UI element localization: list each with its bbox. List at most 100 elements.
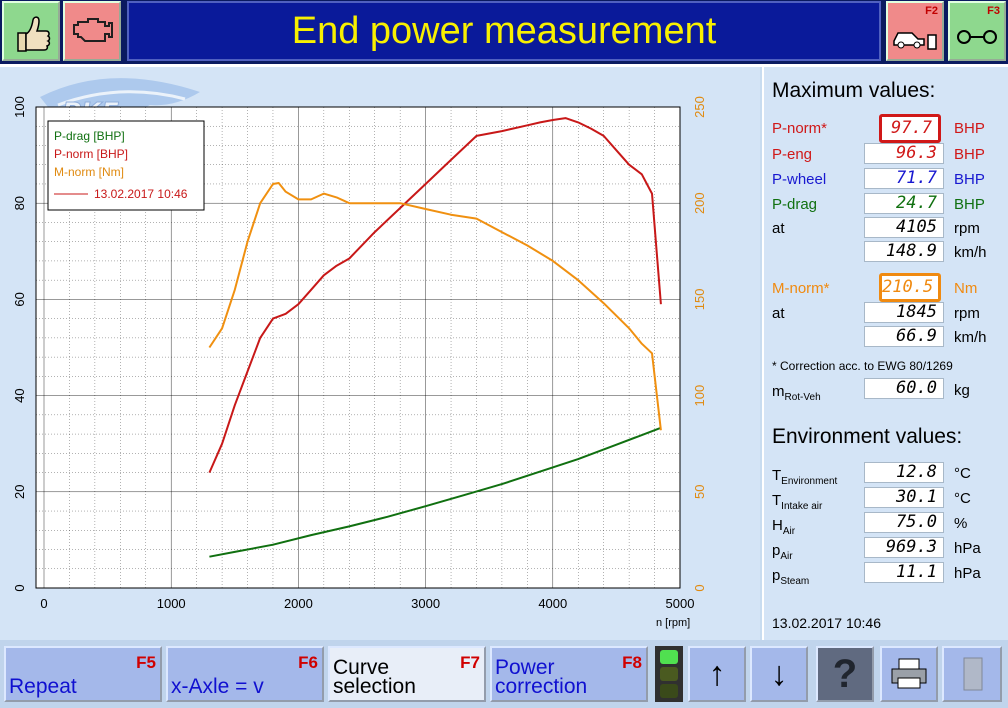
p-wheel-label: P-wheel [772,171,826,188]
x-tick-label: 2000 [284,596,313,611]
environment-values-title: Environment values: [772,425,962,449]
m-norm-unit: Nm [954,280,977,297]
m-rot-unit: kg [954,382,970,399]
engine-icon [65,3,119,59]
chart-legend: P-drag [BHP] P-norm [BHP] M-norm [Nm] 13… [48,121,204,210]
f3-rollers-button[interactable]: F3 [948,1,1006,61]
help-button[interactable]: ? [816,646,874,702]
intake-temp-unit: °C [954,490,971,507]
torque-speed-unit: km/h [954,329,987,346]
f2-brake-button[interactable]: F2 [886,1,944,61]
y-left-tick-label: 0 [12,584,27,591]
y-left-tick-label: 40 [12,388,27,402]
intake-temp-value: 30.1 [864,487,944,508]
p-eng-unit: BHP [954,146,985,163]
power-correction-button[interactable]: F8 Power correction [490,646,648,702]
torque-rpm-value: 1845 [864,302,944,323]
y-left-tick-label: 80 [12,196,27,210]
x-axle-button[interactable]: F6 x-Axle = v [166,646,324,702]
values-panel: Maximum values: P-norm* 97.7 BHP P-eng 9… [762,67,1008,640]
y-left-axis-ticks: 0 20 40 60 80 100 [12,96,27,591]
y-left-tick-label: 100 [12,96,27,118]
up-arrow-icon: ↑ [709,655,726,694]
air-pressure-label: pAir [772,542,793,562]
curve-selection-label: Curve selection [333,658,416,696]
status-light-green [660,650,678,664]
y-right-tick-label: 50 [692,485,707,499]
x-tick-label: 0 [40,596,47,611]
power-rpm-value: 4105 [864,217,944,238]
intake-temp-label: TIntake air [772,492,822,512]
y-right-tick-label: 100 [692,385,707,407]
torque-speed-value: 66.9 [864,326,944,347]
help-icon: ? [833,652,857,697]
humidity-label: HAir [772,517,795,537]
env-temp-label: TEnvironment [772,467,837,487]
p-norm-label: P-norm* [772,120,827,137]
humidity-value: 75.0 [864,512,944,533]
m-rot-value: 60.0 [864,378,944,399]
x-axis-ticks: 0 1000 2000 3000 4000 5000 [40,596,694,611]
f8-key-label: F8 [622,653,642,673]
env-temp-unit: °C [954,465,971,482]
print-button[interactable] [880,646,938,702]
m-norm-value: 210.5 [879,273,941,302]
x-axis-label: n [rpm] [656,617,690,629]
status-light-middle [660,667,678,681]
exit-button[interactable] [942,646,1002,702]
engine-button[interactable] [63,1,121,61]
steam-pressure-unit: hPa [954,565,981,582]
power-rpm-unit: rpm [954,220,980,237]
thumbs-up-button[interactable] [2,1,60,61]
p-wheel-value: 71.7 [864,168,944,189]
power-rpm-label: at [772,220,785,237]
repeat-button[interactable]: F5 Repeat [4,646,162,702]
p-eng-label: P-eng [772,146,812,163]
thumbs-up-icon [4,3,58,59]
f2-key-label: F2 [925,5,938,17]
down-arrow-icon: ↓ [771,655,788,694]
curve-selection-button[interactable]: F7 Curve selection [328,646,486,702]
steam-pressure-label: pSteam [772,567,809,587]
air-pressure-value: 969.3 [864,537,944,558]
f5-key-label: F5 [136,653,156,673]
x-tick-label: 1000 [157,596,186,611]
y-right-tick-label: 200 [692,192,707,214]
steam-pressure-value: 11.1 [864,562,944,583]
p-norm-value: 97.7 [879,114,941,143]
legend-m-norm: M-norm [Nm] [54,165,124,179]
f7-key-label: F7 [460,653,480,673]
f3-key-label: F3 [987,5,1000,17]
measurement-timestamp: 13.02.2017 10:46 [772,615,881,631]
status-light [655,646,683,702]
y-right-tick-label: 0 [692,584,707,591]
y-right-axis-ticks: 0 50 100 150 200 250 [692,96,707,591]
power-speed-unit: km/h [954,244,987,261]
air-pressure-unit: hPa [954,540,981,557]
maximum-values-title: Maximum values: [772,79,935,103]
m-rot-label: mRot-Veh [772,383,821,403]
correction-note: * Correction acc. to EWG 80/1269 [772,359,953,373]
status-light-bottom [660,684,678,698]
p-wheel-unit: BHP [954,171,985,188]
p-eng-value: 96.3 [864,143,944,164]
printer-icon [889,656,929,692]
repeat-label: Repeat [9,677,77,696]
scroll-down-button[interactable]: ↓ [750,646,808,702]
m-norm-label: M-norm* [772,280,830,297]
legend-p-norm: P-norm [BHP] [54,147,128,161]
f6-key-label: F6 [298,653,318,673]
scroll-up-button[interactable]: ↑ [688,646,746,702]
p-norm-unit: BHP [954,120,985,137]
y-right-tick-label: 150 [692,289,707,311]
top-bar: End power measurement F2 F3 [0,0,1008,64]
p-drag-unit: BHP [954,196,985,213]
x-tick-label: 4000 [538,596,567,611]
x-tick-label: 3000 [411,596,440,611]
env-temp-value: 12.8 [864,462,944,483]
torque-rpm-unit: rpm [954,305,980,322]
x-tick-label: 5000 [666,596,695,611]
y-left-tick-label: 60 [12,292,27,306]
